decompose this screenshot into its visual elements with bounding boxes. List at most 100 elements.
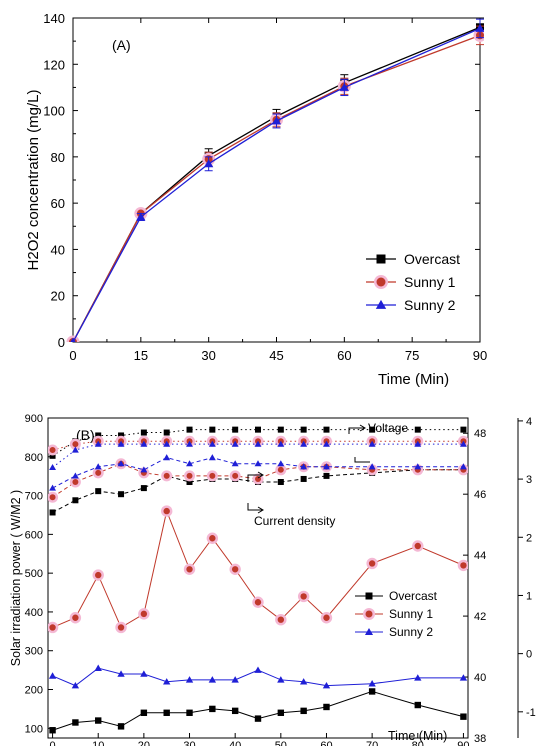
current-arrow-upper-tip (257, 471, 264, 479)
irradiation-point (49, 727, 56, 734)
annotation-current-density: Current density (254, 514, 335, 528)
voltage-arrow-tip (359, 424, 366, 432)
panel-a-y-axis-label: H2O2 concentration (mg/L) (25, 90, 42, 271)
point-sunny-2 (339, 82, 349, 91)
point-sunny-2 (475, 23, 484, 32)
panel-a-x-tick-label: 15 (134, 348, 148, 363)
panel-b-label: (B) (76, 427, 95, 443)
panel-b-current-tick-label: 44 (474, 550, 486, 562)
irradiation-point (231, 707, 239, 715)
irradiation-point (368, 688, 376, 695)
irradiation-point (140, 670, 148, 677)
irradiation-point (254, 666, 262, 673)
voltage-point (95, 432, 102, 439)
irradiation-point (163, 678, 171, 685)
panel-b-x-tick-label: 80 (412, 740, 424, 746)
legend-entry-overcast: Overcast (366, 251, 460, 267)
panel-a-x-tick-label: 90 (473, 348, 487, 363)
panel-b-x-axis-label: Time (Min) (388, 729, 447, 743)
panel-b-x-tick-label: 50 (275, 740, 287, 746)
voltage-point (118, 432, 125, 439)
irradiation-point (299, 678, 308, 685)
legend-marker (365, 592, 373, 600)
irradiation-point (254, 599, 262, 606)
panel-b-x-tick-label: 90 (457, 740, 469, 746)
voltage-point (163, 429, 170, 436)
irradiation-point (48, 672, 57, 679)
panel-a-y-tick-label: 20 (51, 289, 65, 304)
current-line (52, 457, 464, 489)
panel-b-x-tick-label: 20 (138, 740, 150, 746)
panel-b-legend-entry-overcast: Overcast (355, 589, 438, 603)
irradiation-point (414, 542, 421, 550)
panel-b-left-axis-label: Solar irradiation power ( W/M2 ) (9, 490, 23, 666)
panel-b-left-tick-label: 300 (25, 646, 43, 658)
irradiation-point (414, 701, 421, 709)
legend-marker (365, 610, 373, 618)
irradiation-point (460, 562, 467, 569)
panel-a-y-tick-label: 100 (43, 104, 65, 119)
panel-b-left-tick-label: 400 (25, 607, 43, 619)
voltage-point (140, 440, 148, 447)
annotation-voltage: Voltage (368, 421, 408, 435)
panel-a-y-tick-label: 80 (51, 150, 65, 165)
current-point (277, 466, 284, 473)
panel-b-left-tick-label: 900 (25, 413, 43, 425)
current-point (163, 454, 171, 461)
voltage-point (71, 446, 79, 453)
current-point (186, 479, 193, 485)
panel-b-voltage-tick-label: 1 (526, 590, 532, 602)
current-point (95, 488, 102, 495)
irradiation-point (72, 719, 79, 726)
irradiation-sunny-2 (48, 664, 468, 689)
current-point (72, 497, 79, 504)
irradiation-point (231, 566, 239, 573)
current-point (368, 463, 376, 470)
panel-b-voltage-tick-label: 2 (526, 532, 532, 544)
current-point (232, 472, 239, 479)
panel-a-y-tick-label: 0 (58, 335, 65, 350)
panel-a: 0 15 30 45 60 75 90 0 20 40 60 80 100 120 140 (A) Time… (25, 11, 487, 388)
irradiation-sunny-1 (48, 505, 468, 634)
panel-b-left-tick-label: 700 (25, 491, 43, 503)
voltage-point (140, 429, 147, 436)
irradiation-point (323, 614, 330, 621)
irradiation-point (368, 560, 376, 567)
irradiation-point (277, 709, 285, 716)
irradiation-point (186, 709, 193, 716)
current-arrow-tip (257, 506, 264, 514)
voltage-point (277, 440, 285, 447)
voltage-point (186, 426, 193, 433)
series-sunny-2 (70, 18, 484, 342)
irradiation-point (117, 670, 125, 677)
irradiation-line (52, 509, 464, 629)
line-overcast (72, 26, 481, 342)
current-point (95, 469, 102, 476)
irradiation-point (277, 676, 285, 683)
current-point (49, 509, 56, 516)
voltage-point (414, 440, 422, 447)
irradiation-point (94, 664, 102, 671)
line-sunny-2 (72, 27, 481, 342)
panel-a-y-tick-label: 40 (51, 242, 65, 257)
current-point (140, 466, 148, 473)
voltage-point (300, 426, 307, 433)
panel-b-left-tick-label: 500 (25, 568, 43, 580)
current-point (71, 472, 79, 479)
voltage-point (117, 440, 125, 447)
legend-label: Overcast (404, 251, 460, 267)
panel-b-x-tick-label: 40 (229, 740, 241, 746)
voltage-point (232, 426, 239, 433)
voltage-point (94, 440, 102, 447)
irradiation-point (414, 674, 422, 681)
current-point (118, 491, 125, 498)
voltage-point (277, 426, 284, 433)
point-sunny-2 (204, 159, 214, 168)
current-arrow-upper (247, 474, 262, 482)
panel-a-y-tick-label: 60 (51, 196, 65, 211)
panel-b: 0 10 20 30 40 50 60 70 80 90100200300400500600700… (9, 413, 536, 746)
panel-b-current-tick-label: 38 (474, 733, 486, 745)
irradiation-point (71, 681, 80, 689)
voltage-point (209, 426, 216, 433)
